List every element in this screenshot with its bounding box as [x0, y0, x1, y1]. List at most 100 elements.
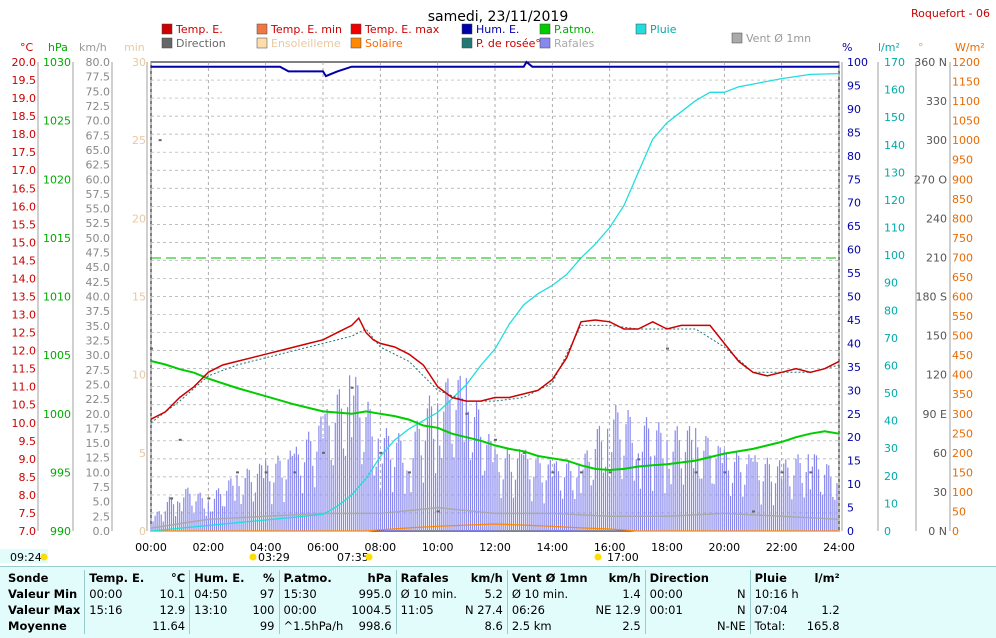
stats-cell: N 27.4 [464, 603, 503, 617]
hum-axis-tick: 80 [847, 150, 861, 163]
x-tick: 06:00 [307, 541, 339, 554]
rain-axis-tick: 40 [884, 415, 898, 428]
temp-axis-tick: 15.5 [12, 218, 37, 231]
solar-axis-tick: 600 [952, 291, 973, 304]
solar-axis-tick: 450 [952, 349, 973, 362]
direction-point [170, 497, 174, 500]
direction-point [694, 471, 698, 474]
stats-cell: NE 12.9 [595, 603, 641, 617]
x-tick: 16:00 [594, 541, 626, 554]
legend-swatch [256, 23, 268, 35]
solar-axis-tick: 250 [952, 427, 973, 440]
wind-axis-tick: 55.0 [86, 203, 111, 216]
hum-axis-tick: 85 [847, 126, 861, 139]
wind-axis-tick: 20.0 [86, 408, 111, 421]
temp-axis-tick: 11.5 [12, 363, 37, 376]
stats-cell: % [262, 571, 275, 585]
legend-label: Temp. E. [175, 23, 223, 36]
direction-point [522, 451, 526, 454]
wind-axis-tick: 30.0 [86, 349, 111, 362]
temp-axis-tick: 19.5 [12, 74, 37, 87]
stats-cell: 00:00 [84, 586, 149, 602]
press-axis-tick: 1015 [43, 232, 71, 245]
legend-swatch [539, 37, 551, 49]
press-axis-tick: 995 [50, 466, 71, 479]
legend-swatch [350, 37, 362, 49]
stats-cell: 995.0 [358, 587, 392, 601]
solar-axis-tick: 1200 [952, 56, 980, 69]
wind-axis-tick: 0.0 [93, 525, 111, 538]
stats-cell: Rafales [395, 570, 461, 586]
stats-cell: Vent Ø 1mn [506, 570, 592, 586]
dir-axis-tick: 240 [926, 212, 947, 225]
press-axis-tick: 990 [50, 525, 71, 538]
solar-axis-tick: 1100 [952, 95, 980, 108]
stats-cell: 100 [252, 603, 275, 617]
stats-cell: Total: [749, 618, 803, 634]
stats-cell: 1004.5 [351, 603, 392, 617]
hum-axis-tick: 100 [847, 56, 868, 69]
stats-cell [84, 618, 149, 634]
rain-axis-tick: 90 [884, 277, 898, 290]
direction-point [666, 347, 669, 350]
direction-point [150, 347, 153, 350]
hum-axis-tick: 15 [847, 455, 861, 468]
x-tick: 18:00 [651, 541, 683, 554]
sunset-label: 17:00 [607, 551, 639, 564]
stats-cell: km/h [608, 571, 641, 585]
wind-axis-tick: 5.0 [93, 496, 111, 509]
pressure-line [150, 360, 840, 472]
solar-axis-tick: 300 [952, 408, 973, 421]
chart-title: samedi, 23/11/2019 [428, 9, 569, 25]
hum-axis-tick: 55 [847, 267, 861, 280]
temp-axis-tick: 8.0 [19, 489, 37, 502]
wind-axis-tick: 37.5 [86, 305, 111, 318]
weather-chart: samedi, 23/11/2019 Roquefort - 06 Temp. … [0, 7, 990, 564]
wind-axis-tick: 77.5 [86, 71, 111, 84]
stats-cell: Valeur Min [8, 587, 78, 601]
stats-cell: 99 [259, 619, 275, 633]
stats-cell: 12.9 [159, 603, 186, 617]
legend-label: Temp. E. min [270, 23, 342, 36]
stats-cell: 5.2 [484, 587, 503, 601]
solar-axis-tick: 750 [952, 232, 973, 245]
wind-axis-tick: 10.0 [86, 466, 111, 479]
solar-line [151, 523, 839, 532]
stats-cell: P.atmo. [278, 570, 348, 586]
rain-axis-tick: 120 [884, 194, 905, 207]
x-tick: 00:00 [135, 541, 167, 554]
wind-axis-tick: 80.0 [86, 56, 111, 69]
sunrise-sun-icon [365, 553, 373, 561]
legend-label: Direction [176, 37, 226, 50]
rain-axis-tick: 130 [884, 166, 905, 179]
stats-cell: 15:16 [84, 602, 149, 618]
stats-cell: Pluie [749, 570, 803, 586]
legend-label: Vent Ø 1mn [746, 32, 811, 45]
press-unit: hPa [48, 41, 68, 54]
dir-axis-tick: 60 [933, 447, 947, 460]
x-tick: 20:00 [708, 541, 740, 554]
stats-cell: 2.5 [622, 619, 641, 633]
stats-cell: Sonde [8, 571, 49, 585]
stats-cell: Ø 10 min. [506, 586, 592, 602]
temp-axis-tick: 20.0 [12, 56, 37, 69]
direction-point [608, 471, 612, 474]
wind-axis-tick: 45.0 [86, 261, 111, 274]
wind-axis-tick: 65.0 [86, 144, 111, 157]
temp-axis-tick: 16.5 [12, 182, 37, 195]
x-tick: 04:00 [250, 541, 282, 554]
wind-axis-tick: 42.5 [86, 276, 111, 289]
hum-axis-tick: 0 [847, 525, 854, 538]
sun-axis-tick: 15 [132, 291, 146, 304]
stats-cell: 13:10 [189, 602, 249, 618]
press-axis-tick: 1000 [43, 408, 71, 421]
solar-axis-tick: 800 [952, 212, 973, 225]
axis-units: °C hPa km/h min % l/m² ° W/m² [20, 41, 985, 54]
sun-axis-tick: 0 [139, 525, 146, 538]
temp-axis-tick: 18.5 [12, 110, 37, 123]
stats-cell [803, 586, 844, 602]
rain-unit: l/m² [878, 41, 900, 54]
temp-axis-tick: 13.5 [12, 291, 37, 304]
x-tick: 10:00 [422, 541, 454, 554]
hum-axis-tick: 65 [847, 220, 861, 233]
